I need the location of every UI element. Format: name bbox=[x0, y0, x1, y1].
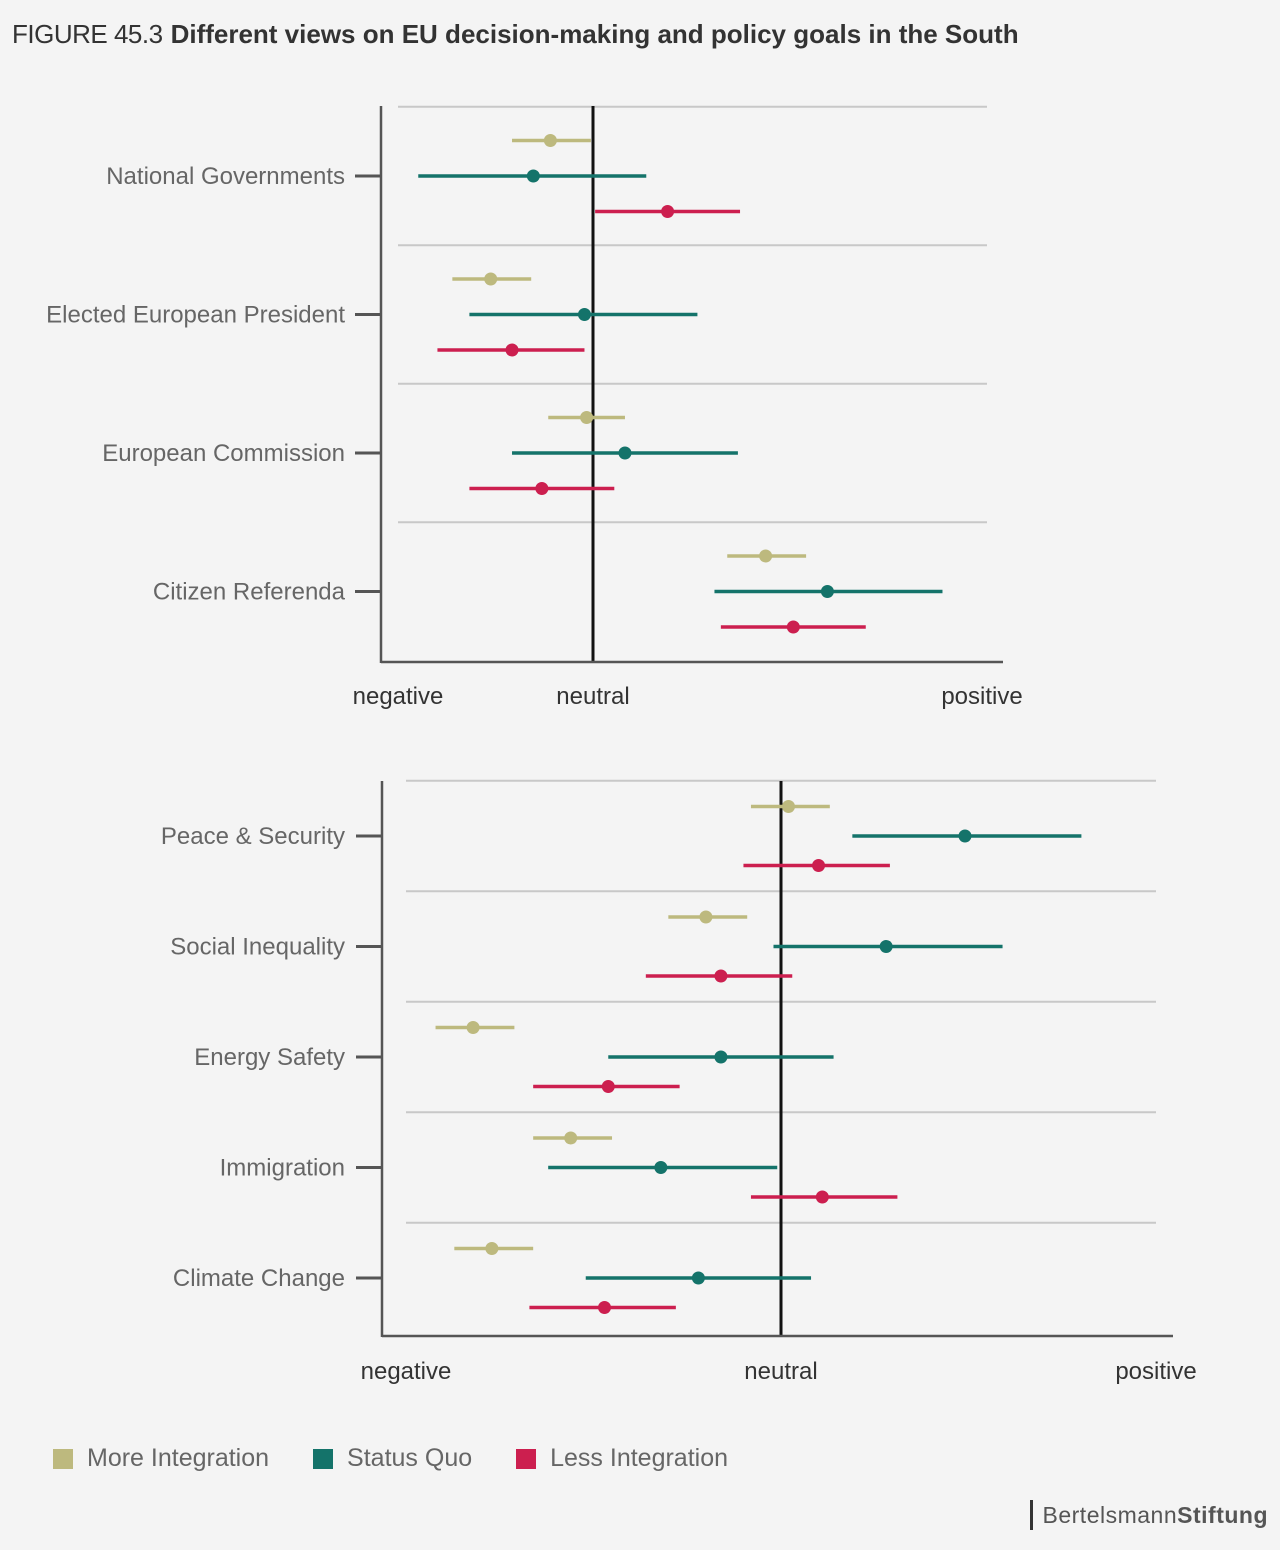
panel1-point-citizen-referenda-status-quo bbox=[820, 585, 834, 598]
legend-label-more-integration: More Integration bbox=[87, 1444, 270, 1472]
panel2-point-peace-and-security-status-quo bbox=[958, 829, 972, 843]
brand-name-part2: Stiftung bbox=[1177, 1501, 1268, 1528]
panel1-point-national-governments-status-quo bbox=[526, 169, 540, 183]
legend-swatch-less-integration bbox=[516, 1448, 537, 1469]
panel2-point-immigration-more-integration bbox=[564, 1131, 578, 1145]
panel2-point-energy-safety-more-integration bbox=[466, 1021, 480, 1034]
panel1-x-tick-label-negative: negative bbox=[353, 683, 444, 710]
panel1-point-european-commission-status-quo bbox=[618, 446, 632, 460]
panel1-category-label-national-governments: National Governments bbox=[106, 163, 345, 190]
panel2-point-climate-change-status-quo bbox=[691, 1271, 705, 1285]
legend-label-status-quo: Status Quo bbox=[347, 1444, 473, 1472]
figure-label: FIGURE 45.3 bbox=[12, 19, 163, 49]
panel1-point-national-governments-more-integration bbox=[543, 134, 557, 147]
panel2-point-social-inequality-less-integration bbox=[714, 969, 728, 983]
figure-title: Different views on EU decision-making an… bbox=[170, 19, 1019, 49]
legend: More Integration Status Quo Less Integra… bbox=[53, 1444, 772, 1473]
panel1-point-elected-european-president-status-quo bbox=[577, 308, 591, 321]
panel2-x-tick-label-neutral: neutral bbox=[744, 1358, 817, 1385]
panel1-point-citizen-referenda-less-integration bbox=[786, 620, 800, 634]
panel1-category-label-elected-european-president: Elected European President bbox=[46, 302, 345, 329]
legend-item-status-quo: Status Quo bbox=[313, 1444, 472, 1473]
legend-swatch-more-integration bbox=[53, 1448, 73, 1469]
brand-bar bbox=[1029, 1500, 1033, 1530]
panel2-category-label-peace-and-security: Peace & Security bbox=[161, 823, 345, 850]
panel1-x-tick-label-positive: positive bbox=[941, 683, 1022, 710]
legend-label-less-integration: Less Integration bbox=[550, 1444, 729, 1472]
panel2-category-label-energy-safety: Energy Safety bbox=[194, 1044, 345, 1071]
panel2-category-label-climate-change: Climate Change bbox=[173, 1265, 345, 1292]
panel2-point-climate-change-less-integration bbox=[598, 1301, 612, 1314]
legend-swatch-status-quo bbox=[313, 1448, 334, 1469]
panel2-point-social-inequality-more-integration bbox=[699, 910, 713, 924]
brand-logo: Bertelsmann Stiftung bbox=[1029, 1500, 1268, 1530]
legend-item-more-integration: More Integration bbox=[53, 1444, 269, 1473]
panel2-point-immigration-status-quo bbox=[654, 1161, 668, 1174]
panel2-category-label-social-inequality: Social Inequality bbox=[170, 934, 345, 961]
panel2-category-label-immigration: Immigration bbox=[220, 1155, 345, 1182]
panel1-category-label-european-commission: European Commission bbox=[102, 440, 345, 467]
panel2-point-peace-and-security-less-integration bbox=[812, 859, 826, 872]
figure-header: FIGURE 45.3 Different views on EU decisio… bbox=[12, 14, 1019, 54]
panel1-x-tick-label-neutral: neutral bbox=[556, 683, 629, 710]
panel1-point-european-commission-less-integration bbox=[535, 482, 549, 495]
panel2-point-energy-safety-status-quo bbox=[714, 1050, 728, 1064]
panel2-point-climate-change-more-integration bbox=[485, 1242, 499, 1255]
panel1-category-label-citizen-referenda: Citizen Referenda bbox=[153, 579, 346, 606]
panel1-point-citizen-referenda-more-integration bbox=[759, 549, 773, 563]
panel2-point-energy-safety-less-integration bbox=[601, 1080, 615, 1093]
legend-item-less-integration: Less Integration bbox=[516, 1444, 728, 1473]
panel2-point-immigration-less-integration bbox=[815, 1190, 829, 1204]
brand-name-part1: Bertelsmann bbox=[1042, 1501, 1178, 1528]
panel2-point-social-inequality-status-quo bbox=[879, 940, 893, 953]
panel2-point-peace-and-security-more-integration bbox=[782, 800, 796, 813]
panel1-point-european-commission-more-integration bbox=[580, 411, 594, 424]
panel1-point-elected-european-president-less-integration bbox=[505, 343, 519, 357]
panel1-point-national-governments-less-integration bbox=[661, 205, 675, 218]
panel2-x-tick-label-positive: positive bbox=[1115, 1358, 1196, 1385]
panel1-point-elected-european-president-more-integration bbox=[484, 272, 498, 286]
panel2-x-tick-label-negative: negative bbox=[361, 1358, 452, 1385]
